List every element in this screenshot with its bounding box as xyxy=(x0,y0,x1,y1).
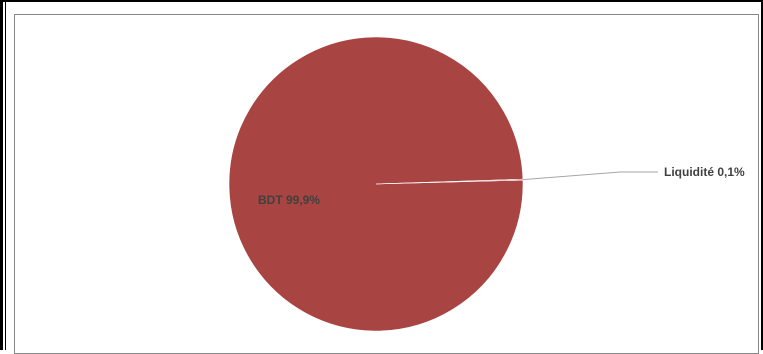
pie-slices xyxy=(228,36,524,332)
slice-label-bdt: BDT 99,9% xyxy=(258,193,320,207)
frame-border-right xyxy=(761,0,763,350)
frame-border-left xyxy=(0,0,3,350)
frame-border-left-inner xyxy=(5,0,6,350)
slice-label-liquidite: Liquidité 0,1% xyxy=(664,165,745,179)
leader-line-liquidite-bend xyxy=(522,171,658,181)
frame-border-top xyxy=(0,0,763,2)
